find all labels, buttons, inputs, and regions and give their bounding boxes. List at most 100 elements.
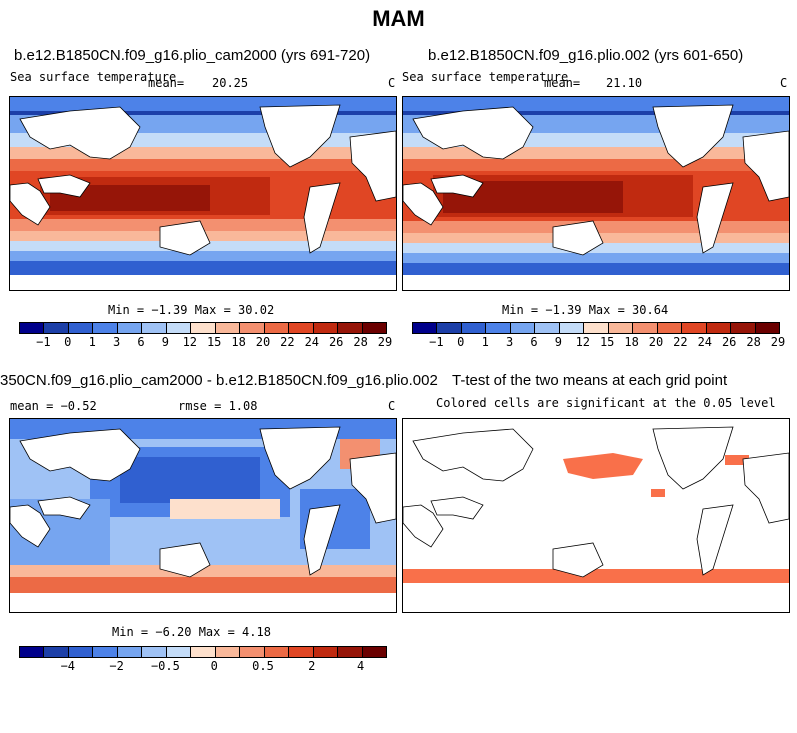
colorbar-label: 28 [353,335,368,349]
panel1-colorbar-labels: −1 0 1 3 6 9 12 15 18 20 22 24 26 28 29 [19,335,392,349]
colorbar-swatch [362,323,387,333]
colorbar-swatch [338,647,363,657]
panel4-title: T-test of the two means at each grid poi… [452,372,728,389]
colorbar-swatch [117,323,143,333]
colorbar-swatch [584,323,609,333]
colorbar-label: −1 [36,335,51,349]
colorbar-swatch [731,323,756,333]
colorbar-swatch [289,323,314,333]
panel1-units: C [388,76,396,90]
colorbar-swatch [535,323,560,333]
panel3-title: 350CN.f09_g16.plio_cam2000 - b.e12.B1850… [0,372,438,389]
colorbar-label: 0 [64,335,72,349]
panel3-mean: mean = −0.52 [10,399,97,413]
colorbar-label: 26 [328,335,344,349]
colorbar-swatch [166,647,192,657]
colorbar-label: 12 [182,335,198,349]
colorbar-swatch [240,647,265,657]
colorbar-swatch [215,323,241,333]
colorbar-label: 24 [304,335,320,349]
panel1-map [9,96,397,291]
colorbar-swatch [755,323,780,333]
colorbar-label: 1 [481,335,489,349]
colorbar-label: −0.5 [150,659,180,673]
panel1-title: b.e12.B1850CN.f09_g16.plio_cam2000 (yrs … [14,47,371,64]
colorbar-swatch [215,647,241,657]
colorbar-label: 18 [231,335,246,349]
panel1-sst-field [10,97,396,290]
panel2-colorbar-labels: −1 0 1 3 6 9 12 15 18 20 22 24 26 28 29 [412,335,785,349]
colorbar-label: 22 [673,335,688,349]
colorbar-swatch [362,647,387,657]
colorbar-swatch [20,647,45,657]
colorbar-label: 3 [112,335,121,349]
colorbar-swatch [166,323,192,333]
colorbar-label: 26 [721,335,737,349]
colorbar-swatch [413,323,438,333]
panel2-units: C [780,76,788,90]
colorbar-swatch [608,323,634,333]
panel3-difference-field [10,419,396,612]
colorbar-swatch [461,323,487,333]
colorbar-swatch [682,323,707,333]
colorbar-swatch [486,323,511,333]
panel3-colorbar-labels: −4 −2 −0.5 0 0.5 2 4 [19,659,385,673]
colorbar-label: 6 [530,335,538,349]
colorbar-label: 6 [137,335,145,349]
colorbar-label: 12 [575,335,591,349]
panel1-subtitle: Sea surface temperature [10,70,177,84]
colorbar-swatch [657,323,683,333]
colorbar-swatch [20,323,45,333]
panel2-map [402,96,790,291]
colorbar-swatch [633,323,658,333]
panel4-map [402,418,790,613]
colorbar-label: 3 [505,335,514,349]
panel3-map [9,418,397,613]
panel1-minmax: Min = −1.39 Max = 30.02 [108,303,275,317]
colorbar-label: 1 [88,335,96,349]
colorbar-label: 15 [599,335,615,349]
colorbar-swatch [313,323,339,333]
colorbar-swatch [289,647,314,657]
colorbar-swatch [142,323,167,333]
panel2-title: b.e12.B1850CN.f09_g16.plio.002 (yrs 601-… [428,47,744,64]
colorbar-label: 18 [624,335,639,349]
panel1-mean-label: mean= [148,76,185,90]
colorbar-label: 29 [770,335,786,349]
colorbar-swatch [93,323,118,333]
panel4-subtitle: Colored cells are significant at the 0.0… [436,396,776,410]
colorbar-label: −4 [60,659,76,673]
colorbar-swatch [191,323,216,333]
colorbar-label: 22 [280,335,295,349]
colorbar-swatch [68,647,94,657]
colorbar-swatch [437,323,462,333]
colorbar-label: 29 [377,335,393,349]
colorbar-label: −2 [109,659,124,673]
panel3-rmse: rmse = 1.08 [178,399,258,413]
colorbar-swatch [93,647,118,657]
colorbar-label: 9 [554,335,563,349]
panel3-minmax: Min = −6.20 Max = 4.18 [112,625,271,639]
colorbar-label: 20 [255,335,271,349]
colorbar-label: 2 [308,659,316,673]
colorbar-label: 0 [210,659,218,673]
colorbar-swatch [313,647,339,657]
colorbar-swatch [44,323,69,333]
colorbar-label: −1 [429,335,444,349]
colorbar-swatch [559,323,585,333]
panel2-mean-label: mean= [544,76,581,90]
colorbar-swatch [338,323,363,333]
colorbar-swatch [706,323,732,333]
panel1-colorbar [19,322,387,334]
panel3-units: C [388,399,396,413]
colorbar-swatch [510,323,536,333]
panel2-subtitle: Sea surface temperature [402,70,569,84]
panel1-mean-value: 20.25 [212,76,249,90]
colorbar-label: 28 [746,335,761,349]
colorbar-swatch [44,647,69,657]
panel3-colorbar [19,646,387,658]
colorbar-label: 20 [648,335,664,349]
panel2-mean-value: 21.10 [606,76,643,90]
colorbar-label: 4 [356,659,365,673]
colorbar-swatch [142,647,167,657]
